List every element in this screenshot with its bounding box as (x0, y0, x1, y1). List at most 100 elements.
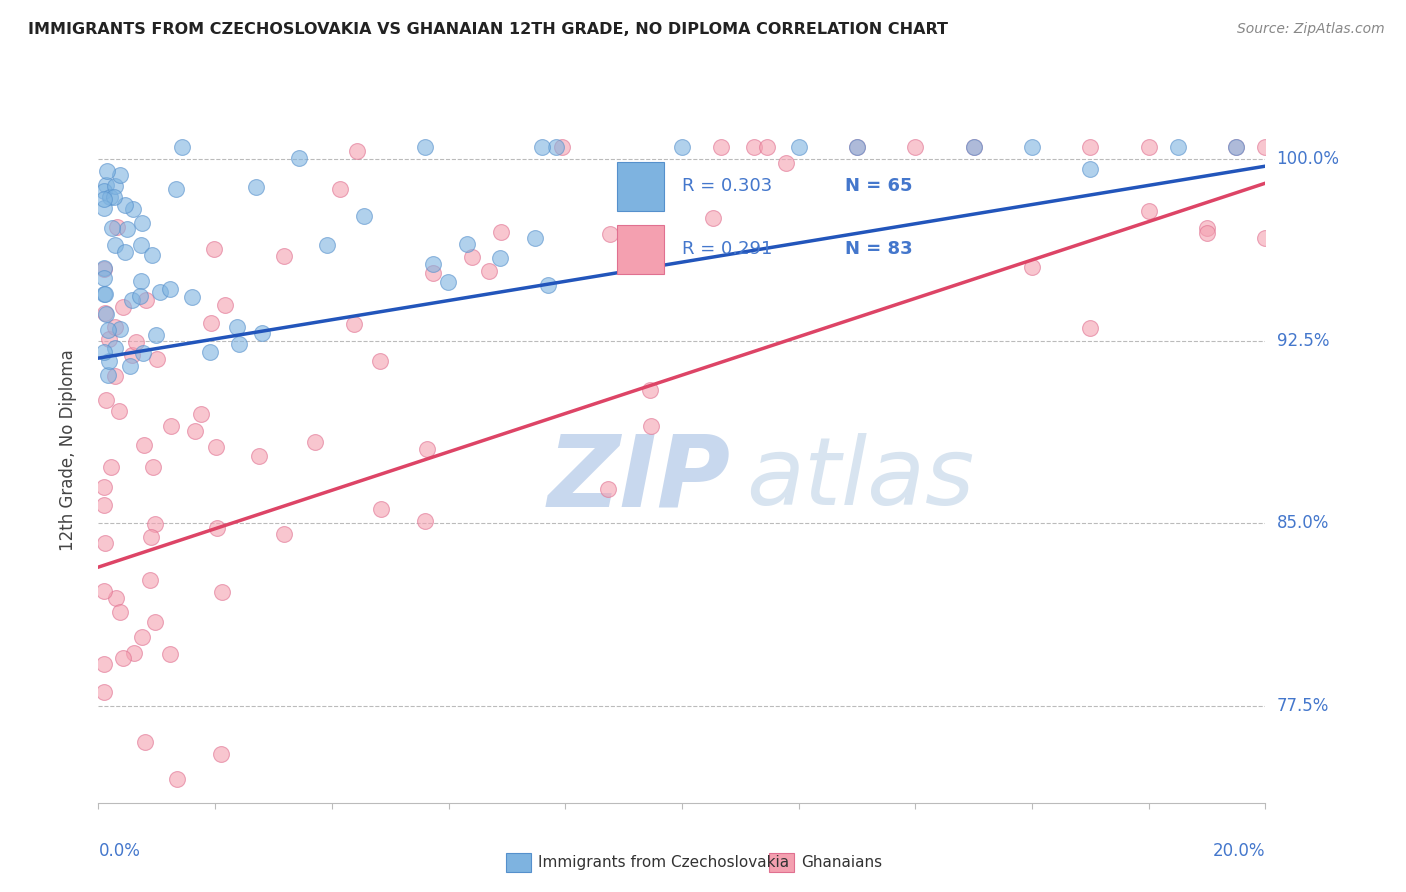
Point (596, 483, 619, 497)
Text: 77.5%: 77.5% (1277, 697, 1329, 714)
Point (108, 168, 131, 182)
Point (346, 144, 368, 158)
Point (209, 747, 232, 762)
Point (211, 585, 233, 599)
Point (93, 185, 115, 199)
Point (1080, 139, 1102, 153)
Point (1225, 139, 1247, 153)
Point (702, 211, 724, 225)
Point (226, 319, 249, 334)
Point (104, 238, 127, 252)
Point (1195, 226, 1218, 240)
Point (112, 300, 135, 314)
Text: 0.0%: 0.0% (98, 842, 141, 860)
Point (93, 287, 115, 301)
Point (97, 323, 120, 337)
Point (962, 139, 984, 153)
Point (131, 346, 153, 360)
Point (904, 139, 927, 153)
Point (160, 419, 183, 434)
Point (755, 139, 778, 153)
Point (149, 285, 172, 300)
Point (190, 407, 212, 421)
Point (638, 383, 661, 397)
Point (416, 442, 439, 457)
Point (132, 438, 155, 452)
Point (1167, 139, 1189, 153)
Point (846, 139, 869, 153)
Point (114, 245, 136, 260)
Point (93, 685, 115, 699)
Point (94, 286, 117, 301)
Point (205, 441, 228, 455)
Point (93, 344, 115, 359)
Text: Immigrants from Czechoslovakia: Immigrants from Czechoslovakia (538, 855, 790, 870)
Point (131, 238, 153, 252)
Point (103, 190, 125, 204)
Point (1080, 321, 1102, 335)
Text: Ghanaians: Ghanaians (801, 855, 883, 870)
Point (97, 354, 120, 368)
Point (709, 139, 731, 153)
Point (671, 139, 693, 153)
Point (96, 307, 118, 321)
Text: IMMIGRANTS FROM CZECHOSLOVAKIA VS GHANAIAN 12TH GRADE, NO DIPLOMA CORRELATION CH: IMMIGRANTS FROM CZECHOSLOVAKIA VS GHANAI… (28, 22, 948, 37)
Point (115, 222, 138, 236)
Point (489, 225, 512, 239)
Point (93, 270, 115, 285)
Point (93, 262, 115, 277)
Point (110, 321, 132, 335)
Point (111, 651, 134, 665)
Point (245, 179, 267, 194)
Point (129, 274, 152, 288)
Point (250, 326, 273, 340)
Point (536, 277, 558, 292)
Point (640, 419, 662, 434)
Point (121, 348, 143, 362)
Point (205, 521, 228, 535)
Text: 100.0%: 100.0% (1277, 150, 1340, 168)
Point (124, 334, 146, 349)
Point (456, 236, 478, 251)
Point (131, 630, 153, 644)
Point (422, 257, 444, 271)
Point (316, 237, 339, 252)
Point (183, 424, 205, 438)
Point (114, 198, 136, 212)
Point (304, 435, 326, 450)
Text: Source: ZipAtlas.com: Source: ZipAtlas.com (1237, 22, 1385, 37)
Point (103, 341, 125, 355)
Point (101, 221, 124, 235)
Point (139, 573, 162, 587)
Point (165, 182, 187, 196)
Point (98, 190, 121, 204)
Point (1254, 231, 1277, 245)
Point (633, 164, 655, 178)
Point (97, 368, 120, 382)
Point (146, 351, 169, 366)
Point (96, 178, 118, 192)
Point (437, 275, 460, 289)
Point (413, 139, 436, 153)
Point (200, 344, 222, 359)
Point (170, 139, 193, 153)
Point (329, 182, 352, 196)
Point (343, 317, 366, 331)
Point (370, 501, 392, 516)
Point (131, 216, 153, 230)
Point (142, 459, 165, 474)
Point (94, 393, 117, 408)
Point (273, 527, 295, 541)
Point (122, 646, 145, 660)
Point (104, 368, 127, 383)
Point (159, 647, 181, 661)
Point (200, 317, 222, 331)
Point (93, 480, 115, 494)
Text: 85.0%: 85.0% (1277, 515, 1329, 533)
Point (214, 298, 236, 312)
Point (121, 293, 143, 308)
Point (202, 242, 225, 256)
Point (546, 139, 568, 153)
Point (108, 404, 131, 418)
Point (159, 282, 181, 296)
